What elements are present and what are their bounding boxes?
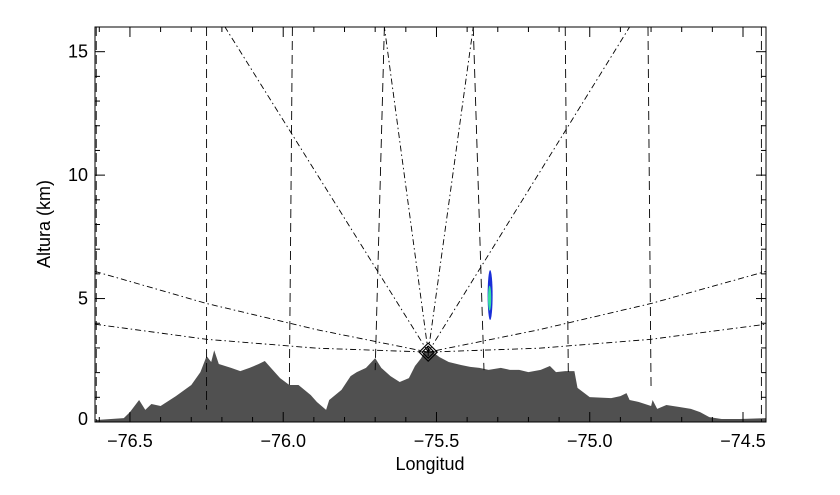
beam-line — [224, 26, 429, 353]
range-line — [472, 26, 485, 371]
terrain-area — [96, 350, 766, 422]
beam-line — [94, 270, 767, 353]
range-line — [288, 26, 293, 385]
range-line — [564, 26, 569, 373]
beam-line — [383, 26, 429, 353]
radar-diamond-icon — [421, 345, 436, 359]
beam-line — [427, 26, 630, 353]
y-tick-label: 5 — [78, 289, 88, 309]
axes-ticks-layer: −76.5 −76.0 −75.5 −75.0 −74.5 0 5 10 15 — [68, 26, 766, 451]
x-tick-label: −74.5 — [720, 431, 766, 451]
beam-line — [94, 323, 767, 353]
echo-layer — [487, 270, 493, 321]
x-tick-label: −76.0 — [260, 431, 306, 451]
y-axis-label: Altura (km) — [34, 180, 54, 268]
x-tick-label: −76.5 — [107, 431, 153, 451]
range-line — [374, 26, 385, 371]
y-tick-label: 0 — [78, 409, 88, 429]
x-tick-label: −75.5 — [414, 431, 460, 451]
radar-diamond-icon — [418, 342, 439, 362]
y-tick-label: 10 — [68, 165, 88, 185]
echo-core — [488, 285, 492, 311]
y-tick-label: 15 — [68, 42, 88, 62]
beam-line — [427, 26, 474, 353]
x-axis-label: Longitud — [395, 454, 464, 474]
range-line — [647, 26, 652, 388]
radar-marker-layer — [418, 342, 439, 362]
terrain-area-layer — [96, 350, 766, 422]
x-tick-label: −75.0 — [567, 431, 613, 451]
radar-cross-icon — [424, 348, 433, 357]
